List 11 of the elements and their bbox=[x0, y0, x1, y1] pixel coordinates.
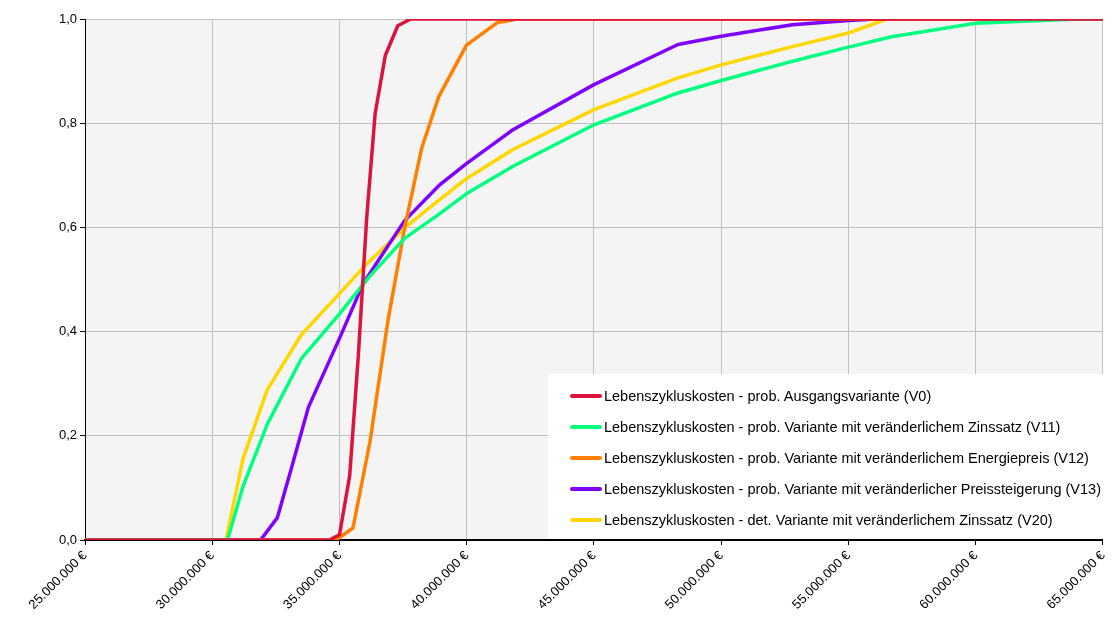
y-tick-label: 1,0 bbox=[58, 10, 77, 26]
y-tick-label: 0,4 bbox=[58, 323, 77, 339]
legend-label: Lebenszykluskosten - prob. Ausgangsvariante (V0) bbox=[603, 387, 932, 404]
y-tick-label: 0,0 bbox=[58, 531, 77, 547]
y-tick-label: 0,8 bbox=[58, 114, 77, 130]
y-tick-label: 0,6 bbox=[58, 218, 77, 234]
legend-label: Lebenszykluskosten - det. Variante mit veränderlichem Zinssatz (V20) bbox=[603, 511, 1053, 528]
legend-label: Lebenszykluskosten - prob. Variante mit veränderlichem Energiepreis (V12) bbox=[603, 449, 1089, 466]
legend-label: Lebenszykluskosten - prob. Variante mit veränderlichem Zinssatz (V11) bbox=[603, 418, 1061, 435]
y-tick-label: 0,2 bbox=[58, 427, 77, 443]
legend-label: Lebenszykluskosten - prob. Variante mit veränderlicher Preissteigerung (V13) bbox=[603, 480, 1101, 497]
